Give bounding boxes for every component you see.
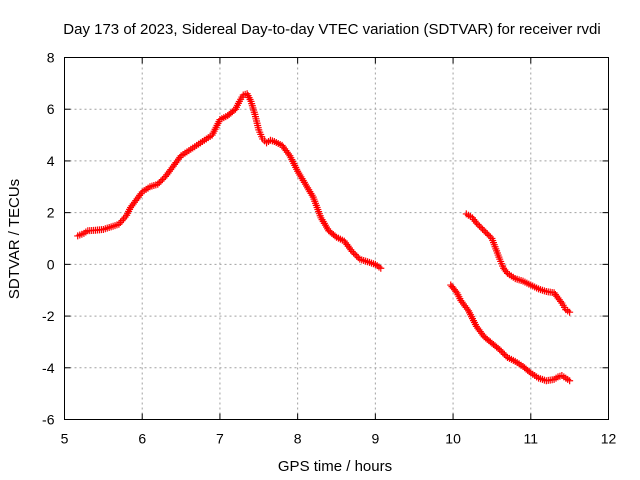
y-tick-label: -2	[42, 308, 55, 324]
x-tick-label: 10	[445, 431, 461, 447]
y-tick-label: -6	[42, 412, 55, 428]
data-point	[377, 264, 385, 272]
y-tick-label: 6	[47, 101, 55, 117]
data-point	[155, 179, 163, 187]
data-point	[483, 230, 491, 238]
data-point	[137, 190, 145, 198]
data-point	[463, 305, 471, 313]
data-points	[74, 90, 574, 385]
data-point	[485, 231, 493, 239]
data-point	[353, 252, 361, 260]
data-point	[472, 219, 480, 227]
data-point	[496, 346, 504, 354]
data-point	[474, 221, 482, 229]
data-point	[486, 233, 494, 241]
y-tick-label: 4	[47, 153, 55, 169]
y-tick-label: 2	[47, 205, 55, 221]
y-axis-label: SDTVAR / TECUs	[6, 179, 23, 299]
data-point	[351, 251, 359, 259]
x-tick-label: 11	[524, 431, 539, 447]
data-point	[557, 297, 565, 305]
data-point	[118, 217, 126, 225]
data-point	[500, 350, 508, 358]
data-point	[482, 228, 490, 236]
y-tick-label: 8	[47, 50, 55, 66]
data-point	[566, 308, 574, 316]
x-tick-label: 5	[61, 431, 69, 447]
axis-ticks: 5 6 7 8 9 10 11 12 -6 -4 -2 0 2 4 6 8	[42, 50, 616, 447]
data-point	[475, 222, 483, 230]
data-point	[479, 225, 487, 233]
x-tick-label: 6	[138, 431, 146, 447]
x-tick-label: 9	[371, 431, 379, 447]
data-point	[285, 150, 293, 158]
data-point	[350, 249, 358, 257]
data-point	[477, 224, 485, 232]
x-tick-label: 8	[294, 431, 302, 447]
data-point	[176, 153, 184, 161]
data-point	[120, 215, 128, 223]
data-point	[154, 180, 162, 188]
data-point	[497, 347, 505, 355]
x-tick-label: 7	[216, 431, 224, 447]
plot-frame	[64, 57, 609, 420]
grid	[64, 57, 609, 420]
data-point	[499, 349, 507, 357]
data-point	[158, 176, 166, 184]
data-point	[502, 268, 510, 276]
x-axis-label: GPS time / hours	[278, 458, 392, 475]
data-point	[566, 377, 574, 385]
y-tick-label: 0	[47, 256, 55, 272]
data-point	[480, 227, 488, 235]
x-tick-label: 12	[601, 431, 617, 447]
data-point	[157, 177, 165, 185]
data-point	[348, 247, 356, 255]
y-tick-label: -4	[42, 360, 55, 376]
chart-title: Day 173 of 2023, Sidereal Day-to-day VTE…	[63, 21, 600, 38]
